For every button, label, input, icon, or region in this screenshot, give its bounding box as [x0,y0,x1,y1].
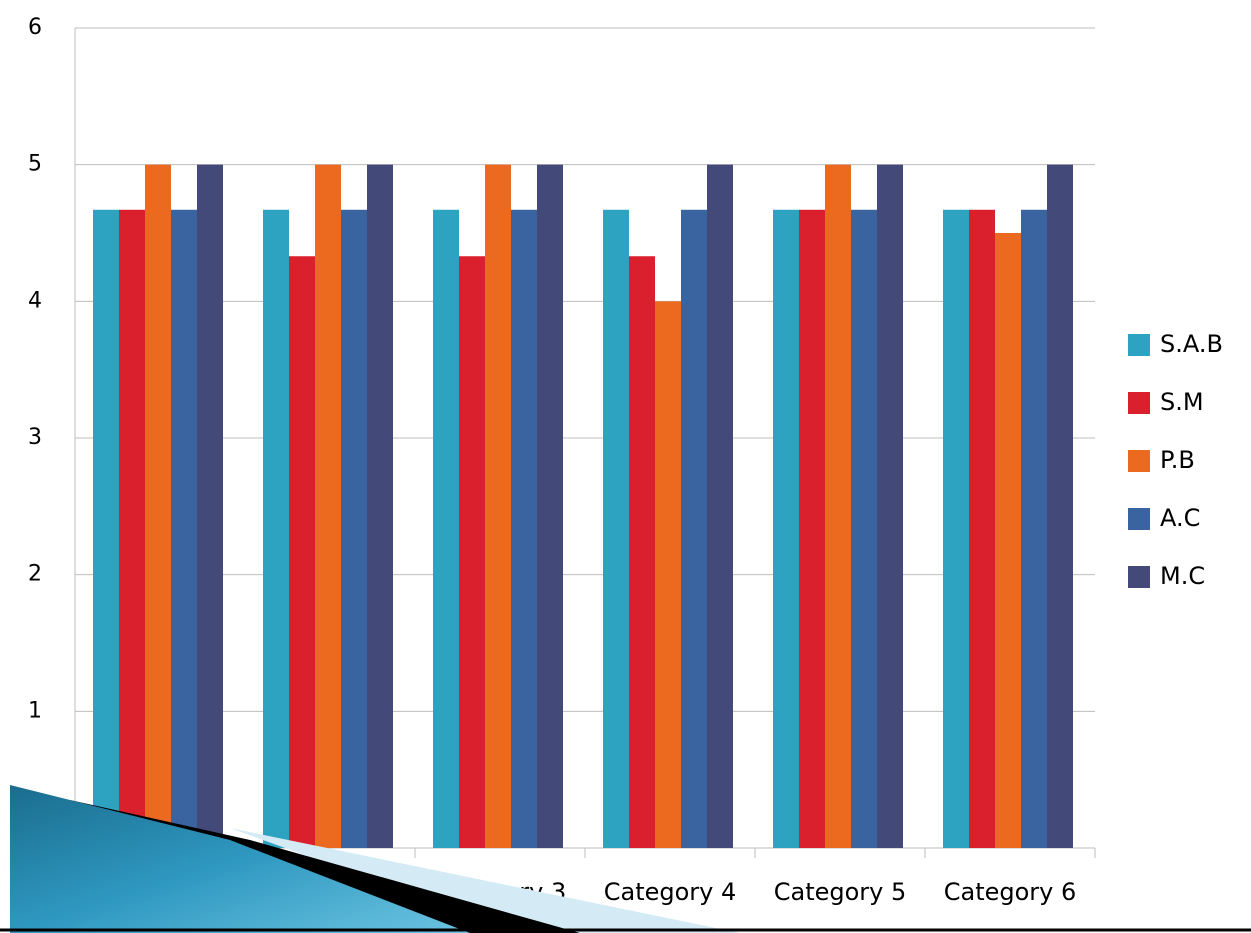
y-tick-label: 3 [28,425,42,450]
legend-swatch [1128,566,1150,588]
legend-label: S.A.B [1160,330,1223,358]
bar [459,256,485,848]
bar [969,209,995,848]
bar [93,209,119,848]
x-tick-label: Category 5 [774,878,907,906]
bar [851,209,877,848]
y-tick-label: 4 [28,288,42,313]
x-tick-label: Category 2 [264,878,397,906]
legend-label: M.C [1160,562,1205,590]
bar [773,209,799,848]
legend-swatch [1128,508,1150,530]
legend-label: P.B [1160,446,1195,474]
y-tick-label: 2 [28,562,42,587]
bar [537,164,563,848]
bar [511,209,537,848]
legend-label: A.C [1160,504,1200,532]
y-tick-label: 5 [28,152,42,177]
bar [877,164,903,848]
bar [603,209,629,848]
bar [263,209,289,848]
bar [995,233,1021,848]
legend-swatch [1128,450,1150,472]
bar [341,209,367,848]
bar [629,256,655,848]
bar [825,164,851,848]
x-tick-label: Category 4 [604,878,737,906]
legend-label: S.M [1160,388,1204,416]
x-tick-label: Category 6 [944,878,1077,906]
bar [655,301,681,848]
bar [707,164,733,848]
bar [1047,164,1073,848]
bar [289,256,315,848]
legend-swatch [1128,334,1150,356]
bar [1021,209,1047,848]
y-tick-label: 6 [28,15,42,40]
legend-swatch [1128,392,1150,414]
y-tick-label: 1 [28,698,42,723]
bar [145,164,171,848]
x-tick-label: Category 1 [94,878,227,906]
bar [367,164,393,848]
bar [315,164,341,848]
bar [197,164,223,848]
bar [433,209,459,848]
bar [485,164,511,848]
bar [799,209,825,848]
bar [119,209,145,848]
bar [171,209,197,848]
y-tick-label: 0 [28,835,42,860]
bar [943,209,969,848]
x-tick-label: Category 3 [434,878,567,906]
bar [681,209,707,848]
